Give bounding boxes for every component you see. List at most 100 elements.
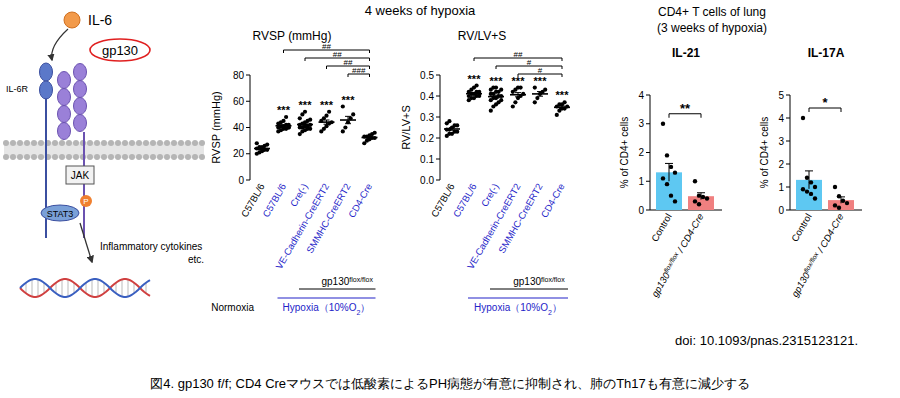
y-tick-label: 0.4: [420, 91, 434, 102]
text-part: gp130: [649, 270, 672, 299]
y-tick-label: 40: [233, 122, 245, 133]
significance: ***: [320, 99, 334, 111]
x-tick-label: C57BL/6: [260, 182, 288, 220]
data-point: [455, 130, 459, 134]
y-tick: [246, 153, 250, 154]
data-point: [661, 176, 665, 180]
data-point: [499, 98, 503, 102]
y-tick-label: 0.0: [420, 175, 434, 186]
axis-title: RV/LV+S: [400, 105, 412, 150]
error-bar: [449, 128, 455, 131]
lipid: [185, 154, 191, 160]
receptor-domain: [74, 98, 87, 115]
y-tick-label: 2: [778, 159, 784, 170]
data-point: [351, 112, 355, 116]
error-bar: [837, 197, 845, 203]
significance: ***: [490, 75, 504, 87]
significance: ##: [514, 50, 523, 59]
error-bar: [665, 163, 673, 181]
data-point: [693, 179, 697, 183]
mean-line: [362, 137, 378, 139]
x-tick-label: SMMHC-CreERT2: [304, 182, 353, 255]
receptor-domain: [74, 81, 87, 98]
significance: ***: [556, 89, 570, 101]
lipid: [66, 154, 72, 160]
data-point: [298, 116, 302, 120]
lipid: [199, 154, 205, 160]
dna-strand: [20, 279, 150, 297]
receptor-domain: [58, 123, 71, 140]
binding-arrow: [52, 29, 68, 60]
lipid: [157, 154, 163, 160]
chart-title: IL-17A: [808, 46, 845, 60]
y-tick: [786, 187, 790, 188]
x-tick-label: Control: [789, 212, 814, 244]
significance: ***: [468, 73, 482, 85]
lipid: [59, 154, 65, 160]
error-bar: [302, 123, 308, 126]
group-line: [468, 297, 568, 298]
ligand-label: IL-6: [88, 12, 112, 28]
significance: ##: [322, 42, 331, 51]
group-label: Normoxia: [211, 302, 254, 313]
marks: [796, 116, 854, 210]
y-tick-label: 0.2: [420, 133, 434, 144]
y-tick-label: 2: [638, 147, 644, 158]
output-label: etc.: [188, 254, 204, 265]
dna-rung: [38, 279, 39, 296]
data-point: [801, 187, 805, 191]
header-title: (3 weeks of hypoxia): [657, 21, 767, 35]
lipid: [136, 154, 142, 160]
marks: [254, 104, 378, 155]
highlight-ellipse: [90, 39, 150, 61]
axis-title: % of CD4+ cells: [759, 117, 770, 188]
dna-rung: [104, 283, 105, 294]
y-tick-label: 4: [638, 90, 644, 101]
x-tick-label: gp130flox/flox / CD4-Cre: [649, 211, 706, 298]
significance: #: [527, 58, 532, 67]
data-point: [705, 196, 709, 200]
chart-title: RVSP (mmHg): [253, 29, 332, 43]
header-title: 4 weeks of hypoxia: [365, 3, 476, 18]
y-tick: [646, 181, 650, 182]
y-tick: [246, 75, 250, 76]
data-point: [255, 141, 259, 145]
text-part: Hypoxia（10%O: [283, 302, 357, 313]
lipid: [199, 140, 205, 146]
significance: #: [538, 66, 543, 75]
y-tick-label: 1: [778, 182, 784, 193]
lipid: [108, 154, 114, 160]
receptor-domain: [74, 64, 87, 81]
y-tick: [646, 123, 650, 124]
group-line: [278, 297, 376, 298]
dna-rung: [26, 283, 27, 294]
y-tick: [786, 95, 790, 96]
y-tick-label: 0.3: [420, 112, 434, 123]
receptor-label: gp130: [102, 43, 138, 58]
phospho-label: P: [83, 197, 88, 206]
data-point: [281, 119, 285, 123]
figure: IL-6gp130IL-6RJAKSTAT3PInflammatory cyto…: [0, 0, 900, 398]
bar-chart: IL-21% of CD4+ cells01234Controlgp130flo…: [619, 46, 722, 299]
data-point: [661, 122, 665, 126]
dna-rung: [116, 283, 117, 294]
lipid: [17, 140, 23, 146]
lipid: [66, 140, 72, 146]
y-tick: [436, 75, 440, 76]
bar-chart: IL-17A% of CD4+ cells012345Controlgp130f…: [759, 46, 862, 299]
text-part: gp130: [513, 276, 541, 287]
data-point: [533, 100, 537, 104]
header-title: CD4+ T cells of lung: [658, 5, 766, 19]
receptor-domain: [40, 63, 53, 81]
stat3-shape: [41, 205, 79, 221]
data-point: [447, 119, 451, 123]
x-tick-label: Cre(-): [479, 182, 501, 209]
lipid: [24, 154, 30, 160]
data-point: [373, 131, 377, 135]
dna-rung: [74, 283, 75, 294]
error-bar: [259, 148, 265, 150]
text-part: ）: [360, 302, 370, 313]
y-tick-label: 5: [778, 90, 784, 101]
significance: ##: [333, 50, 342, 59]
marks: [656, 122, 714, 210]
